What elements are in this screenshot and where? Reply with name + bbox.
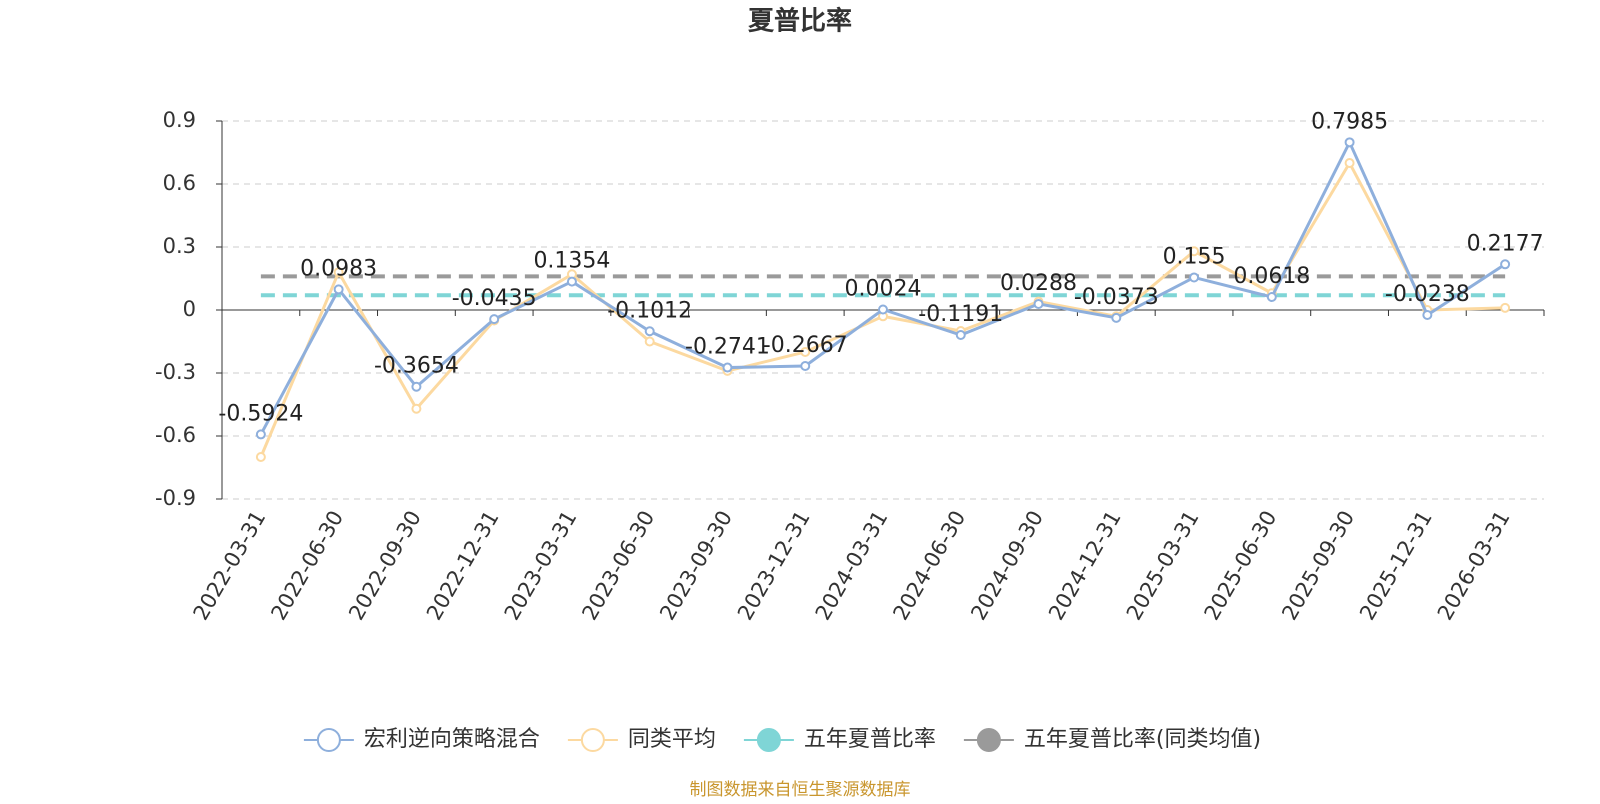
legend-label: 同类平均 [628,727,716,752]
data-label: 0.0024 [845,276,922,301]
data-point [722,362,733,373]
data-point [955,330,966,341]
y-tick-label: 0 [183,297,196,321]
y-tick-label: 0.6 [163,171,196,195]
x-tick-label: 2022-03-31 [189,507,271,625]
x-tick-label: 2025-06-30 [1200,507,1282,625]
data-point [1422,309,1433,320]
chart-title: 夏普比率 [748,6,852,37]
data-label: -0.1191 [918,302,1003,327]
data-point [1189,246,1200,257]
y-tick-label: -0.9 [155,486,196,510]
y-tick-label: 0.9 [163,108,196,132]
data-label: -0.1012 [607,298,692,323]
data-point [333,267,344,278]
data-point [566,276,577,287]
x-tick-label: 2023-09-30 [655,507,737,625]
data-label: 0.2177 [1467,231,1544,256]
data-point [878,304,888,315]
x-tick-label: 2022-06-30 [266,507,348,625]
x-tick-label: 2022-09-30 [344,506,426,624]
data-label: -0.3654 [374,354,459,379]
x-tick-label: 2024-03-31 [811,507,893,625]
x-tick-label: 2025-09-30 [1277,507,1359,625]
x-tick-label: 2024-12-31 [1044,507,1126,625]
x-tick-label: 2023-06-30 [577,507,659,625]
data-point [1500,259,1511,270]
data-label: 0.0983 [300,256,377,281]
data-label: 0.0618 [1233,264,1310,289]
data-point [800,347,811,357]
data-point [1111,312,1122,323]
legend-marker [756,728,781,752]
legend-marker [976,728,1001,752]
legend-marker [316,728,341,752]
y-tick-label: -0.3 [155,360,196,384]
x-tick-label: 2024-06-30 [888,506,970,624]
data-point [1344,137,1355,148]
legend-label: 五年夏普比率 [804,727,936,752]
data-label: 0.0288 [1000,271,1077,296]
footer: 制图数据来自恒生聚源数据库 [690,780,911,800]
data-label: 0.7985 [1311,109,1388,134]
data-point [1033,298,1044,309]
data-label: -0.2667 [763,333,848,358]
data-point [644,336,655,347]
data-point [800,361,811,372]
data-label: -0.0435 [452,286,537,311]
data-label: 0.1354 [533,249,610,274]
legend-label: 五年夏普比率(同类均值) [1024,727,1261,752]
x-tick-label: 2023-12-31 [733,507,815,625]
data-point [644,326,655,337]
data-label: -0.0373 [1074,285,1159,310]
data-label: 0.155 [1163,244,1226,269]
legend-marker [580,728,605,752]
x-tick-label: 2025-03-31 [1122,507,1204,625]
y-tick-label: -0.6 [155,423,196,447]
data-point [333,284,344,295]
data-point [1500,302,1511,313]
data-label: -0.2741 [685,335,770,360]
data-label: -0.0238 [1385,282,1470,307]
data-point [255,452,266,462]
data-point [255,429,266,440]
data-point [1189,272,1200,283]
x-tick-label: 2026-03-31 [1433,507,1515,625]
x-tick-label: 2025-12-31 [1355,507,1437,625]
x-tick-label: 2022-12-31 [422,507,504,625]
x-tick-label: 2023-03-31 [500,507,582,625]
y-tick-label: 0.3 [163,234,196,258]
data-point [1266,292,1277,303]
data-point [489,314,500,325]
data-point [411,381,422,392]
data-label: -0.5924 [218,401,303,426]
data-point [411,403,422,414]
legend-label: 宏利逆向策略混合 [364,727,540,752]
data-point [1344,158,1355,168]
x-tick-label: 2024-09-30 [966,507,1048,625]
